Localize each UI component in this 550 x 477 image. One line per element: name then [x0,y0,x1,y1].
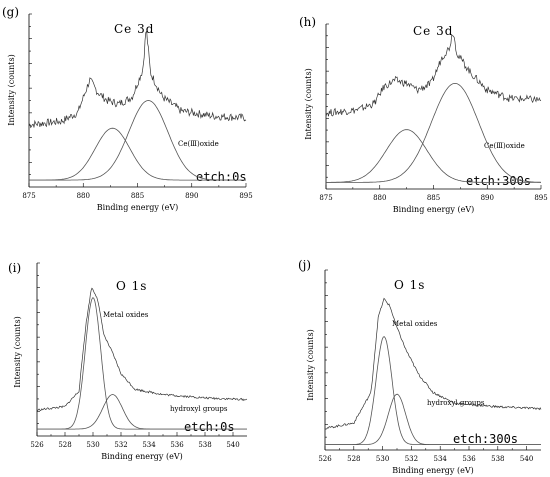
x-tick-label: 536 [170,441,184,449]
x-tick-label: 895 [534,194,547,202]
fit-component-curve [29,127,246,181]
x-tick-label: 534 [434,455,448,463]
chart-panel-2: 875 880 885 890 895 (h) Ce 3d etch:300s Binding … [299,15,548,214]
y-axis-label: Intensity (counts) [304,68,313,140]
x-tick-label: 540 [226,441,239,449]
etch-label: etch:0s [184,420,235,434]
x-tick-label: 534 [142,441,156,449]
x-axis-label: Binding energy (eV) [393,205,474,214]
x-tick-label: 528 [58,441,71,449]
etch-label: etch:300s [453,432,518,446]
x-tick-label: 538 [491,455,504,463]
x-tick-label: 890 [481,194,494,202]
measured-spectrum-line [28,30,247,129]
x-tick-label: 536 [462,455,476,463]
chart-panel-1: 875 880 885 890 895 (g) Ce 3d etch:0s Binding en… [2,5,253,212]
x-tick-label: 875 [22,192,35,200]
panel-letter: (g) [2,5,19,19]
peak-annotation: hydroxyl groups [427,399,485,407]
x-tick-label: 530 [376,455,389,463]
x-tick-label: 885 [131,192,144,200]
x-tick-label: 526 [30,441,44,449]
panel-letter: (i) [8,261,21,275]
x-axis-label: Binding energy (eV) [97,203,178,212]
x-tick-label: 532 [405,455,418,463]
fit-component-curve [326,129,541,183]
peak-annotation: hydroxyl groups [170,405,228,413]
y-axis-label: Intensity (counts) [7,54,16,126]
measured-spectrum-line [36,287,248,412]
x-tick-label: 540 [520,455,533,463]
x-tick-label: 538 [198,441,211,449]
chart-title: Ce 3d [413,24,453,38]
chart-panel-4: 526 528 530 532 534 536 538 540 (j) O 1s etch:300s… [298,258,542,475]
fit-component-curve [29,100,246,181]
etch-label: etch:0s [196,170,247,184]
panel-letter: (h) [299,15,316,29]
x-axis-label: Binding energy (eV) [392,466,473,475]
x-axis-label: Binding energy (eV) [101,452,182,461]
x-tick-label: 885 [427,194,440,202]
x-tick-label: 895 [239,192,252,200]
fit-component-curve [325,393,541,445]
chart-panel-3: 526 528 530 532 534 536 538 540 (i) O 1s etch:0s Bi… [8,261,248,461]
x-tick-label: 875 [319,194,332,202]
peak-annotation: Metal oxides [392,320,438,328]
x-tick-label: 528 [347,455,360,463]
y-axis-label: Intensity (counts) [13,316,22,388]
peak-annotation: Metal oxides [103,311,149,319]
etch-label: etch:300s [466,174,531,188]
y-axis-label: Intensity (counts) [306,329,315,401]
x-tick-label: 880 [77,192,90,200]
chart-title: Ce 3d [114,22,154,36]
x-tick-label: 526 [318,455,332,463]
panel-letter: (j) [298,258,311,272]
peak-annotation: Ce(Ⅲ)oxide [484,142,525,150]
x-tick-label: 532 [114,441,127,449]
x-tick-label: 890 [185,192,198,200]
chart-title: O 1s [116,279,147,293]
fit-component-curve [37,394,247,430]
measured-spectrum-line [324,297,542,430]
measured-spectrum-line [325,34,542,117]
peak-annotation: Ce(Ⅲ)oxide [178,140,219,148]
fit-component-curve [326,82,542,183]
x-tick-label: 530 [86,441,99,449]
x-tick-label: 880 [373,194,386,202]
chart-title: O 1s [394,278,425,292]
fit-component-curve [325,336,541,445]
